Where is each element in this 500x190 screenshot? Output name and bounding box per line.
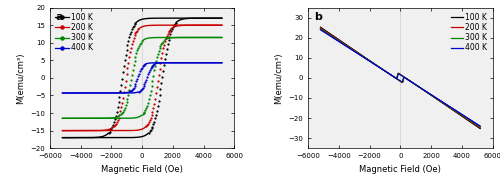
Text: b: b [314, 12, 322, 22]
X-axis label: Magnetic Field (Oe): Magnetic Field (Oe) [101, 165, 183, 174]
Text: a: a [56, 12, 63, 22]
Legend: 100 K, 200 K, 300 K, 400 K: 100 K, 200 K, 300 K, 400 K [54, 11, 95, 54]
Y-axis label: M(emu/cm³): M(emu/cm³) [274, 52, 283, 104]
Y-axis label: M(emu/cm³): M(emu/cm³) [16, 52, 24, 104]
X-axis label: Magnetic Field (Oe): Magnetic Field (Oe) [360, 165, 442, 174]
Legend: 100 K, 200 K, 300 K, 400 K: 100 K, 200 K, 300 K, 400 K [450, 11, 488, 54]
